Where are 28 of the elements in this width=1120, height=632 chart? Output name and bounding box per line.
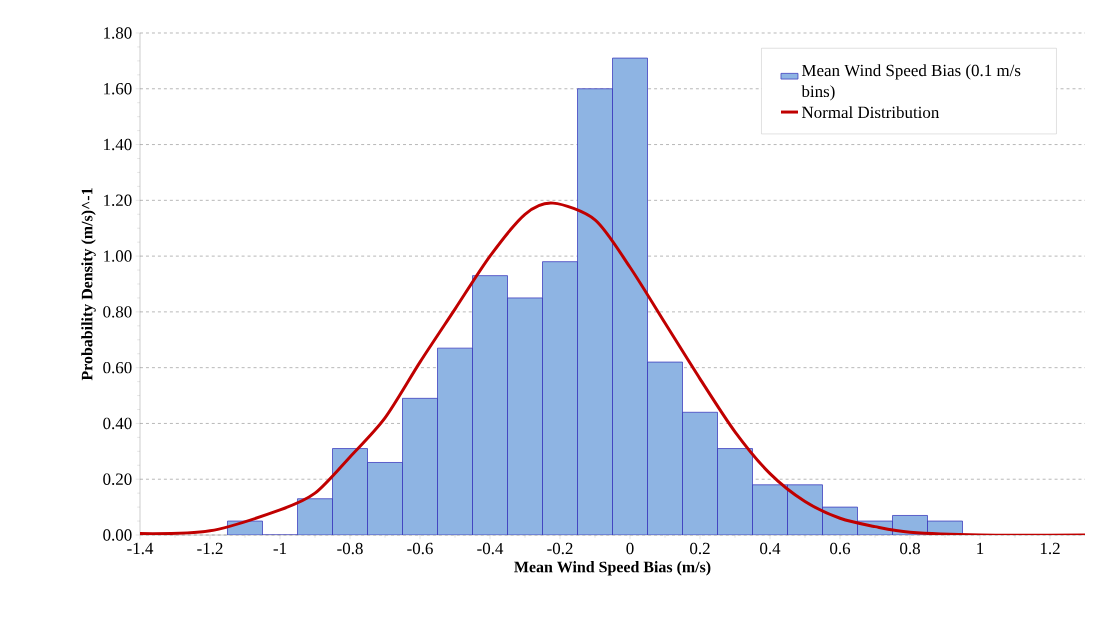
- y-tick-label: 0.60: [103, 361, 132, 374]
- x-axis-title: Mean Wind Speed Bias (m/s): [514, 561, 711, 576]
- y-tick-label: 0.00: [103, 529, 132, 541]
- legend-label: Normal Distribution: [801, 106, 940, 119]
- y-tick-label: 1.20: [104, 194, 132, 207]
- x-tick-label: 0.6: [830, 542, 851, 555]
- x-tick-label: 0: [626, 542, 634, 555]
- y-tick-label: 1.60: [104, 83, 132, 95]
- y-tick-label: 1.80: [104, 27, 132, 39]
- x-tick-label: 0.8: [900, 542, 920, 555]
- x-tick-label: 0.2: [690, 542, 710, 555]
- x-tick-label: -0.4: [477, 542, 504, 555]
- x-tick-label: -1: [273, 542, 287, 554]
- y-tick-label: 0.80: [103, 306, 132, 318]
- x-tick-label: -0.2: [547, 542, 573, 555]
- y-axis-title: Probability Density (m/s)^-1: [81, 188, 96, 381]
- y-tick-label: 1.00: [104, 250, 132, 262]
- x-tick-label: -0.8: [337, 542, 363, 555]
- x-tick-label: -1.4: [127, 542, 154, 555]
- legend-label: Mean Wind Speed Bias (0.1 m/s bins): [801, 64, 1021, 101]
- x-tick-label: -0.6: [407, 542, 433, 555]
- x-tick-label: 1: [977, 542, 984, 554]
- y-tick-label: 0.20: [103, 473, 132, 485]
- x-tick-label: 0.4: [760, 542, 781, 555]
- y-tick-label: 0.40: [103, 417, 132, 430]
- x-tick-label: -1.2: [197, 542, 223, 555]
- y-tick-label: 1.40: [104, 138, 132, 151]
- x-tick-label: 1.2: [1040, 542, 1060, 555]
